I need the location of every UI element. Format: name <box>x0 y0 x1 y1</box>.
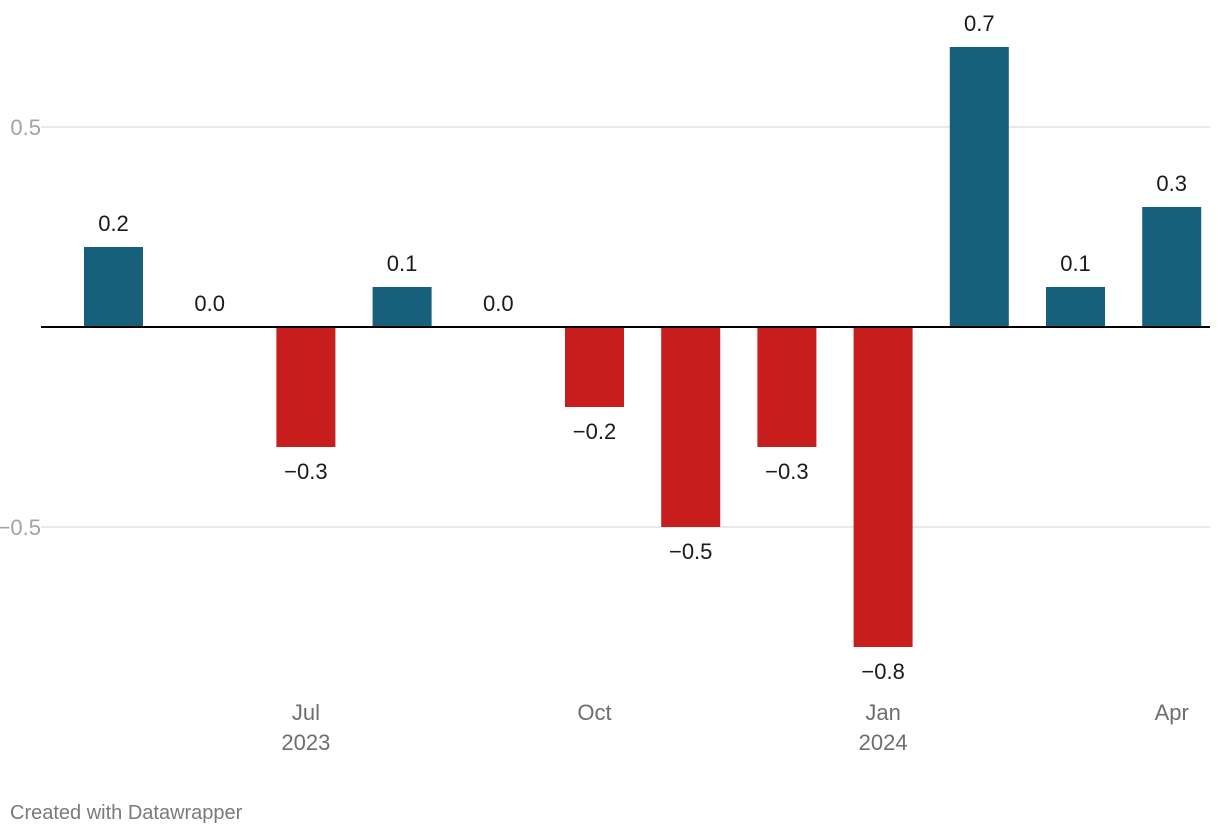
x-tick-month-1: Oct <box>577 700 611 725</box>
value-label-2: −0.3 <box>284 459 327 484</box>
bar-11 <box>1142 207 1202 327</box>
bar-chart: 0.5 −0.5 0.2 0.0 −0.3 0.1 0.0 −0.2 −0.5 −0.3 −0.8… <box>0 11 1210 755</box>
value-label-9: 0.7 <box>964 11 995 36</box>
x-tick-year-0: 2023 <box>281 730 330 755</box>
bar-9 <box>949 47 1009 327</box>
value-label-7: −0.3 <box>765 459 808 484</box>
y-tick-label-0: 0.5 <box>10 115 41 140</box>
y-tick-label-1: −0.5 <box>0 515 41 540</box>
value-labels: 0.2 0.0 −0.3 0.1 0.0 −0.2 −0.5 −0.3 −0.8 0.7 0.1 0.… <box>98 11 1187 684</box>
value-label-0: 0.2 <box>98 211 129 236</box>
bar-3 <box>372 287 432 327</box>
x-tick-month-0: Jul <box>292 700 320 725</box>
bar-2 <box>276 327 336 447</box>
credit-text: Created with Datawrapper <box>10 802 243 824</box>
x-tick-year-2: 2024 <box>859 730 908 755</box>
x-tick-month-2: Jan <box>865 700 900 725</box>
value-label-3: 0.1 <box>387 251 418 276</box>
bar-8 <box>853 327 913 647</box>
bar-7 <box>757 327 817 447</box>
x-tick-month-3: Apr <box>1155 700 1189 725</box>
value-label-8: −0.8 <box>861 659 904 684</box>
bars <box>84 47 1202 647</box>
value-label-10: 0.1 <box>1060 251 1091 276</box>
value-label-5: −0.2 <box>573 419 616 444</box>
x-axis-ticks: Jul 2023 Oct Jan 2024 Apr <box>281 700 1188 755</box>
value-label-11: 0.3 <box>1156 171 1187 196</box>
value-label-6: −0.5 <box>669 539 712 564</box>
bar-10 <box>1046 287 1105 327</box>
value-label-4: 0.0 <box>483 291 514 316</box>
y-axis-ticks: 0.5 −0.5 <box>0 115 41 540</box>
bar-0 <box>84 247 143 327</box>
value-label-1: 0.0 <box>194 291 225 316</box>
bar-6 <box>661 327 721 527</box>
bar-5 <box>565 327 624 407</box>
grid-lines <box>41 126 1210 528</box>
